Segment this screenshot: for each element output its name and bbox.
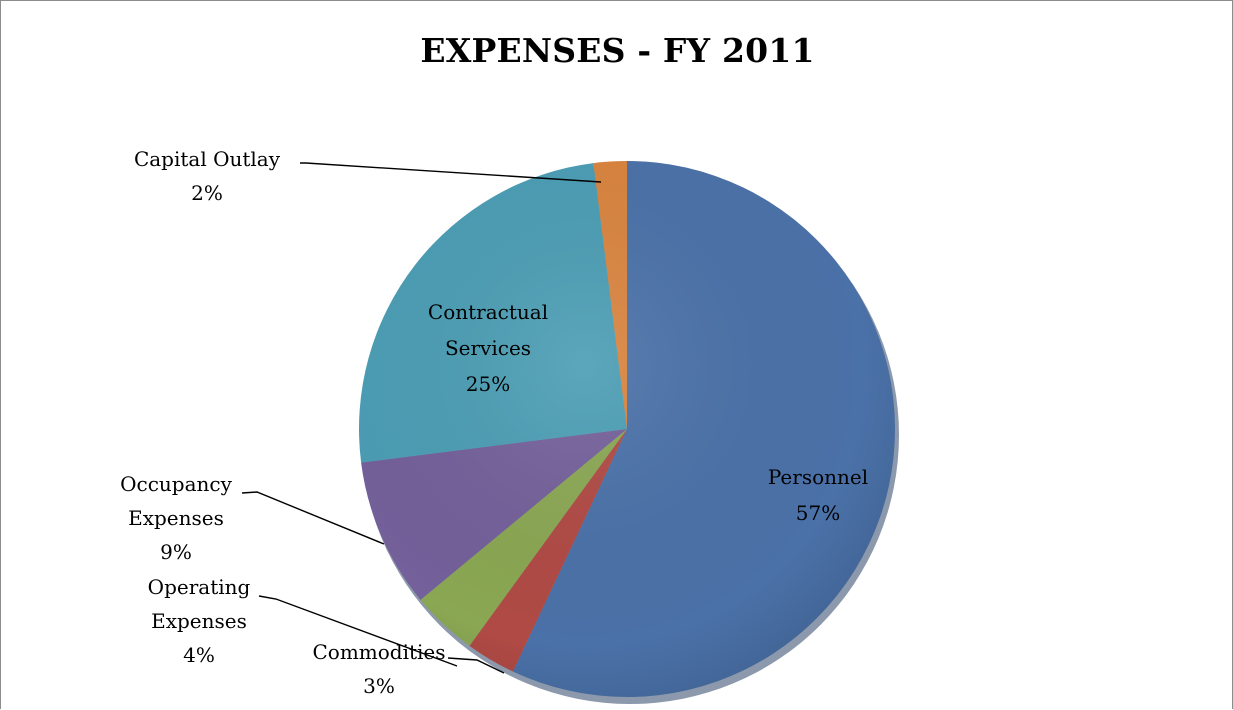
data-label-name-operating-expenses: Expenses bbox=[151, 609, 247, 633]
leader-line-capital-outlay bbox=[300, 162, 602, 183]
data-label-name-commodities: Commodities bbox=[312, 640, 445, 664]
data-label-name-occupancy-expenses: Occupancy bbox=[120, 472, 232, 496]
data-label-percent-occupancy-expenses: 9% bbox=[160, 540, 192, 564]
data-label-name-operating-expenses: Operating bbox=[148, 575, 251, 599]
leader-line-commodities bbox=[447, 657, 505, 674]
data-label-name-contractual-services: Services bbox=[445, 336, 531, 360]
chart-title: EXPENSES - FY 2011 bbox=[420, 31, 815, 70]
data-label-percent-contractual-services: 25% bbox=[466, 372, 510, 396]
data-label-name-personnel: Personnel bbox=[768, 465, 868, 489]
data-label-percent-operating-expenses: 4% bbox=[183, 643, 215, 667]
data-label-percent-personnel: 57% bbox=[796, 501, 840, 525]
data-label-name-capital-outlay: Capital Outlay bbox=[134, 147, 281, 171]
data-label-name-contractual-services: Contractual bbox=[428, 300, 548, 324]
data-label-percent-commodities: 3% bbox=[363, 674, 395, 698]
data-label-name-occupancy-expenses: Expenses bbox=[128, 506, 224, 530]
leader-line-operating-expenses bbox=[258, 595, 458, 667]
data-label-percent-capital-outlay: 2% bbox=[191, 181, 223, 205]
leader-line-occupancy-expenses bbox=[241, 491, 385, 545]
